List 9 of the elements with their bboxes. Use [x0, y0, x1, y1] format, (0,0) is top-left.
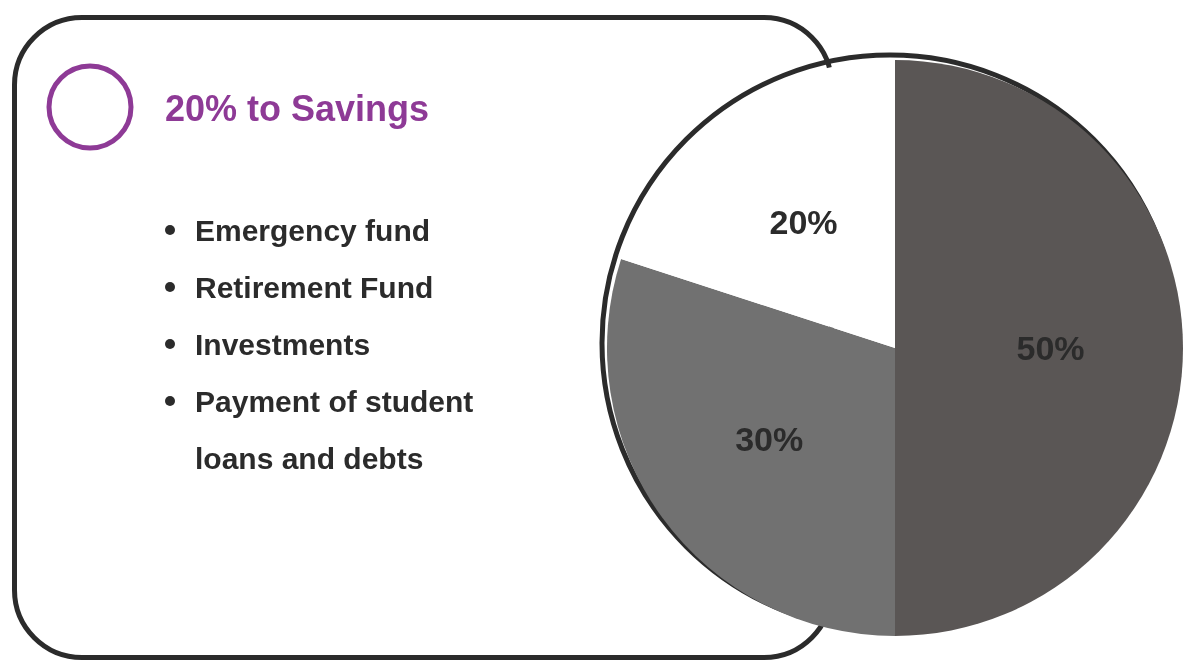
text: Retirement Fund [195, 271, 434, 304]
data-label: 20% [769, 203, 838, 242]
text: Payment of student loans and debts [195, 385, 474, 475]
pie-slice [607, 259, 895, 636]
text: Investments [195, 328, 371, 361]
pie-slice [895, 60, 1183, 636]
text: Emergency fund [195, 214, 431, 247]
data-label: 30% [735, 420, 804, 459]
text: 20% to Savings [165, 88, 430, 130]
